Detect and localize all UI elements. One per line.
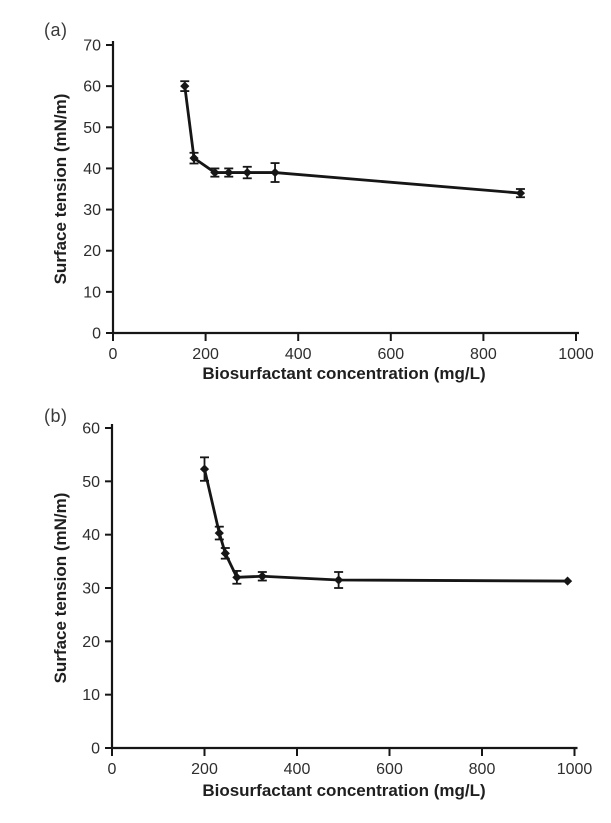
x-tick-label: 200 [191,761,218,778]
x-axis-title-a: Biosurfactant concentration (mg/L) [202,364,486,383]
x-tick-label: 400 [285,346,312,363]
y-tick-label: 40 [83,161,101,178]
x-tick-label: 800 [470,346,497,363]
data-point-marker [220,548,230,558]
figure-panel-a: (a) Surface tension (mN/m) 0 10 20 30 40 50 60… [0,0,611,400]
data-point-marker [214,528,224,538]
x-tick-label: 1000 [557,761,593,778]
data-point-marker [334,575,344,585]
x-tick-label: 0 [109,346,118,363]
x-tick-label: 0 [108,761,117,778]
y-tick-label: 0 [91,741,100,758]
data-point-marker [180,81,190,91]
y-tick-label: 20 [83,243,101,260]
y-tick-label: 10 [83,284,101,301]
y-tick-label: 50 [83,120,101,137]
x-tick-label: 800 [469,761,496,778]
panel-label-b: (b) [44,406,68,426]
data-point-marker [210,167,220,178]
data-point-marker [189,153,199,163]
data-point-marker [270,167,280,178]
y-tick-label: 10 [82,687,100,704]
y-tick-label: 0 [92,326,101,343]
data-point-marker [515,188,526,198]
y-tick-label: 30 [82,581,100,598]
x-tick-label: 600 [377,346,404,363]
data-point-marker [224,167,234,178]
y-tick-label: 60 [82,421,100,438]
x-tick-label: 400 [284,761,311,778]
data-point-marker [257,571,267,581]
x-tick-label: 1000 [558,346,594,363]
data-point-marker [199,464,210,474]
x-axis-title-b: Biosurfactant concentration (mg/L) [202,781,486,800]
data-point-marker [562,576,573,586]
data-line [203,467,569,583]
data-line [183,84,522,195]
y-tick-label: 60 [83,79,101,96]
data-point-marker [232,572,242,582]
y-tick-label: 40 [82,527,100,544]
y-tick-label: 30 [83,202,101,219]
y-tick-label: 50 [82,474,100,491]
data-point-marker [242,167,252,178]
panel-label-a: (a) [44,20,68,40]
y-tick-label: 70 [83,38,101,55]
x-tick-label: 600 [376,761,403,778]
plot-area-a: 0 10 20 30 40 50 60 70 0 200 400 600 800 1000 [83,38,594,364]
figure-panel-b: (b) Surface tension (mN/m) 0 10 20 30 40 50 60… [0,400,611,823]
y-tick-label: 20 [82,634,100,651]
x-tick-label: 200 [192,346,219,363]
